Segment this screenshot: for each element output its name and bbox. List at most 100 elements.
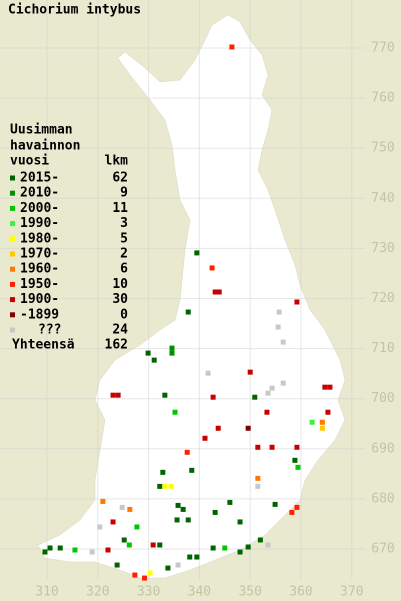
occurrence-square bbox=[255, 444, 261, 450]
occurrence-square bbox=[151, 357, 157, 363]
occurrence-square bbox=[295, 464, 301, 470]
occurrence-square bbox=[194, 250, 200, 256]
occurrence-square bbox=[145, 350, 151, 356]
occurrence-square bbox=[110, 519, 116, 525]
occurrence-square bbox=[72, 547, 78, 553]
occurrence-square bbox=[265, 542, 271, 548]
legend-heading: vuosi bbox=[10, 154, 49, 169]
legend-swatch bbox=[10, 251, 15, 257]
x-tick-label: 310 bbox=[35, 585, 58, 600]
legend-count: 0 bbox=[120, 307, 128, 322]
occurrence-square bbox=[327, 384, 333, 390]
legend-label: 1990- bbox=[20, 216, 59, 231]
legend-total-label: Yhteensä bbox=[12, 338, 75, 353]
legend: 2015- 62 2010- 9 2000- 11 1990- 3 1980- 5 1970- 2 19… bbox=[10, 171, 128, 338]
occurrence-square bbox=[212, 509, 218, 515]
legend-count: 6 bbox=[120, 262, 128, 277]
legend-swatch bbox=[10, 266, 15, 272]
legend-swatch bbox=[10, 175, 15, 181]
occurrence-square bbox=[134, 524, 140, 530]
legend-label: 1970- bbox=[20, 247, 59, 262]
occurrence-square bbox=[127, 506, 133, 512]
occurrence-square bbox=[265, 390, 271, 396]
occurrence-square bbox=[205, 370, 211, 376]
occurrence-square bbox=[89, 549, 95, 555]
legend-count: 11 bbox=[112, 201, 128, 216]
legend-count: 10 bbox=[112, 277, 128, 292]
occurrence-square bbox=[309, 419, 315, 425]
occurrence-square bbox=[255, 475, 261, 481]
y-tick-label: 700 bbox=[371, 391, 394, 406]
y-tick-label: 770 bbox=[371, 41, 394, 56]
legend-heading: havainnon bbox=[10, 139, 80, 154]
occurrence-square bbox=[215, 425, 221, 431]
occurrence-square bbox=[57, 545, 63, 551]
occurrence-square bbox=[245, 425, 251, 431]
occurrence-square bbox=[276, 309, 282, 315]
occurrence-square bbox=[209, 265, 215, 271]
legend-label: 2010- bbox=[20, 186, 59, 201]
legend-swatch bbox=[10, 205, 15, 211]
occurrence-square bbox=[162, 392, 168, 398]
y-tick-label: 670 bbox=[371, 542, 394, 557]
x-tick-label: 360 bbox=[289, 585, 312, 600]
y-tick-label: 720 bbox=[371, 291, 394, 306]
occurrence-square bbox=[212, 289, 218, 295]
occurrence-square bbox=[237, 519, 243, 525]
occurrence-square bbox=[165, 565, 171, 571]
occurrence-square bbox=[185, 517, 191, 523]
y-tick-label: 730 bbox=[371, 241, 394, 256]
occurrence-square bbox=[210, 545, 216, 551]
legend-label: 1980- bbox=[20, 231, 59, 246]
legend-heading: Uusimman bbox=[10, 123, 73, 138]
legend-label: ??? bbox=[38, 323, 61, 338]
occurrence-square bbox=[105, 547, 111, 553]
occurrence-square bbox=[114, 562, 120, 568]
title: Cichorium intybus bbox=[8, 3, 141, 18]
occurrence-square bbox=[325, 409, 331, 415]
occurrence-square bbox=[175, 502, 181, 508]
occurrence-square bbox=[269, 385, 275, 391]
occurrence-square bbox=[247, 369, 253, 375]
legend-label: 1900- bbox=[20, 292, 59, 307]
occurrence-square bbox=[294, 504, 300, 510]
occurrence-square bbox=[119, 504, 125, 510]
occurrence-square bbox=[121, 537, 127, 543]
legend-swatch bbox=[10, 312, 15, 318]
y-tick-label: 740 bbox=[371, 191, 394, 206]
occurrence-square bbox=[222, 545, 228, 551]
occurrence-square bbox=[174, 517, 180, 523]
occurrence-square bbox=[194, 554, 200, 560]
y-tick-label: 750 bbox=[371, 141, 394, 156]
occurrence-square bbox=[110, 392, 116, 398]
legend-label: -1899 bbox=[20, 307, 59, 322]
occurrence-square bbox=[227, 499, 233, 505]
occurrence-square bbox=[280, 339, 286, 345]
occurrence-square bbox=[202, 435, 208, 441]
occurrence-square bbox=[160, 469, 166, 475]
occurrence-square bbox=[264, 409, 270, 415]
occurrence-square bbox=[185, 309, 191, 315]
occurrence-square bbox=[272, 501, 278, 507]
occurrence-square bbox=[187, 554, 193, 560]
occurrence-square bbox=[184, 449, 190, 455]
legend-swatch bbox=[10, 297, 15, 303]
occurrence-square bbox=[269, 444, 275, 450]
legend-label: 1960- bbox=[20, 262, 59, 277]
y-tick-label: 680 bbox=[371, 491, 394, 506]
occurrence-square bbox=[289, 509, 295, 515]
occurrence-square bbox=[42, 549, 48, 555]
legend-count: 62 bbox=[112, 171, 128, 186]
occurrence-square bbox=[252, 394, 258, 400]
occurrence-square bbox=[257, 537, 263, 543]
occurrence-square bbox=[172, 409, 178, 415]
occurrence-square bbox=[292, 457, 298, 463]
occurrence-square bbox=[280, 380, 286, 386]
x-tick-label: 340 bbox=[188, 585, 211, 600]
legend-count: 2 bbox=[120, 247, 128, 262]
x-tick-label: 330 bbox=[137, 585, 160, 600]
occurrence-square bbox=[162, 483, 168, 489]
legend-label: 2015- bbox=[20, 171, 59, 186]
occurrence-square bbox=[126, 542, 132, 548]
